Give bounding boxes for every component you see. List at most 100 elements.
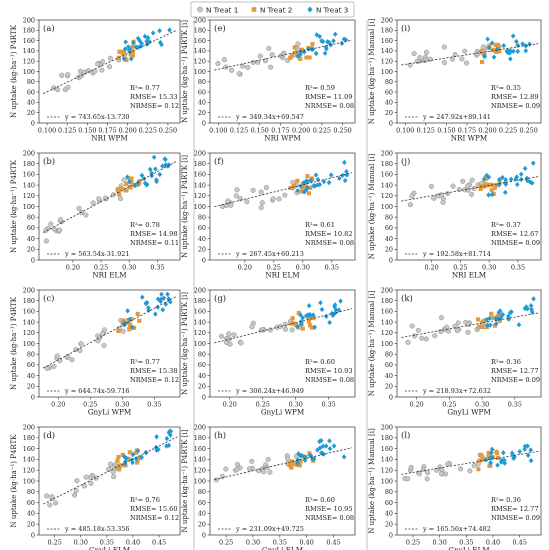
data-point	[108, 56, 113, 61]
y-axis-label: N uptake (kg·ha⁻¹) P4RTK [i]	[181, 292, 189, 395]
data-point	[519, 172, 524, 177]
data-point	[157, 172, 162, 177]
data-point	[461, 179, 466, 184]
data-point	[53, 501, 58, 506]
y-tick-label: 60	[198, 88, 206, 96]
rmse-label: RMSE= 10.82	[305, 230, 353, 238]
y-axis-label: N uptake (kg·ha⁻¹) P4RTK	[10, 296, 18, 390]
y-tick-label: 200	[381, 286, 393, 294]
data-point	[268, 470, 273, 475]
data-point	[412, 51, 417, 56]
data-point	[290, 328, 295, 333]
y-tick-label: 140	[381, 456, 393, 464]
panel-l: 0204060801001201401601802000.250.300.350…	[368, 423, 541, 550]
x-tick-label: 0.225	[313, 127, 331, 135]
data-point	[84, 475, 89, 480]
panels-grid: 0204060801001201401601802000.1000.1250.1…	[10, 16, 541, 550]
data-point	[108, 462, 113, 467]
panel-j: 0204060801001201401601802000.200.250.300…	[368, 149, 541, 279]
x-axis-label: GnyLi WPM	[88, 408, 131, 417]
data-point	[453, 52, 458, 57]
y-tick-label: 160	[194, 171, 206, 179]
data-point	[416, 328, 421, 333]
panel-letter: (d)	[43, 430, 55, 441]
x-tick-label: 0.250	[333, 127, 351, 135]
data-point	[425, 477, 430, 482]
y-tick-label: 120	[23, 192, 35, 200]
data-point	[235, 467, 240, 472]
y-tick-label: 20	[385, 246, 393, 254]
panel-letter: (l)	[401, 430, 410, 441]
y-tick-label: 160	[194, 445, 206, 453]
y-tick-label: 40	[198, 99, 206, 107]
data-point	[44, 494, 49, 499]
data-point	[445, 462, 450, 467]
y-axis-label: N uptake (kg·ha⁻¹) P4RTK [i]	[181, 155, 189, 258]
x-tick-label: 0.35	[508, 401, 522, 409]
y-axis-label: N uptake (kg·ha⁻¹) Manual [i]	[368, 154, 376, 260]
data-point	[501, 450, 506, 455]
equation-label: y = 267.45x+60.213	[235, 250, 304, 258]
y-tick-label: 40	[198, 510, 206, 518]
data-point	[259, 190, 264, 195]
y-tick-label: 120	[194, 329, 206, 337]
data-point	[293, 45, 297, 49]
equation-label: y = 165.56x+74.482	[422, 525, 491, 533]
y-axis-label: N uptake (kg·ha⁻¹) Manual [i]	[368, 428, 376, 534]
x-axis-label: NRI WPM	[264, 134, 300, 143]
y-tick-label: 200	[381, 16, 393, 24]
panel-h: 0204060801001201401601802000.250.300.350…	[181, 423, 355, 550]
y-tick-label: 0	[31, 393, 35, 401]
data-point	[470, 178, 475, 183]
data-point	[92, 69, 97, 74]
data-point	[100, 59, 105, 64]
y-tick-label: 0	[202, 119, 206, 127]
equation-label: y = 349.34x+69.547	[235, 113, 304, 121]
data-point	[249, 459, 254, 464]
equation-label: y = 218.93x+72.632	[422, 387, 491, 395]
panel-i: 0204060801001201401601802000.1000.1250.1…	[368, 16, 541, 142]
data-point	[331, 38, 336, 43]
y-tick-label: 200	[381, 423, 393, 431]
rmse-label: RMSE= 10.93	[305, 367, 353, 375]
data-point	[237, 71, 242, 76]
data-point	[523, 166, 528, 171]
y-tick-label: 180	[194, 434, 206, 442]
data-point	[441, 200, 446, 205]
data-point	[340, 41, 345, 46]
r2-label: R²= 0.36	[491, 496, 521, 504]
x-tick-label: 0.20	[424, 264, 438, 272]
x-tick-label: 0.225	[499, 127, 517, 135]
panel-b: 0204060801001201401601802000.200.250.300…	[10, 149, 180, 279]
y-axis-label: N uptake (kg·ha⁻¹) P4RTK	[10, 159, 18, 253]
y-tick-label: 100	[381, 340, 393, 348]
y-tick-label: 180	[23, 27, 35, 35]
y-tick-label: 160	[194, 37, 206, 45]
data-point	[517, 322, 522, 327]
data-point	[338, 298, 343, 303]
y-tick-label: 40	[27, 372, 35, 380]
data-point	[55, 87, 60, 92]
x-tick-label: 0.100	[209, 127, 227, 135]
data-point	[469, 192, 474, 197]
y-tick-label: 160	[194, 308, 206, 316]
data-point	[59, 73, 64, 78]
data-point	[247, 467, 252, 472]
data-point	[167, 27, 172, 32]
data-point	[121, 329, 126, 334]
data-point	[324, 314, 329, 319]
x-axis-label: GnyLi ELM	[89, 546, 130, 550]
y-tick-label: 120	[381, 329, 393, 337]
data-point	[283, 322, 288, 327]
y-tick-label: 200	[23, 286, 35, 294]
data-point	[327, 320, 332, 325]
data-point	[78, 69, 83, 74]
y-tick-label: 40	[385, 235, 393, 243]
y-axis-label: N uptake (kg·ha⁻¹) Manual [i]	[368, 19, 376, 125]
y-tick-label: 100	[23, 477, 35, 485]
y-tick-label: 200	[194, 16, 206, 24]
data-point	[50, 494, 55, 499]
data-point	[481, 45, 486, 50]
data-point	[154, 434, 159, 439]
data-point	[232, 333, 237, 338]
